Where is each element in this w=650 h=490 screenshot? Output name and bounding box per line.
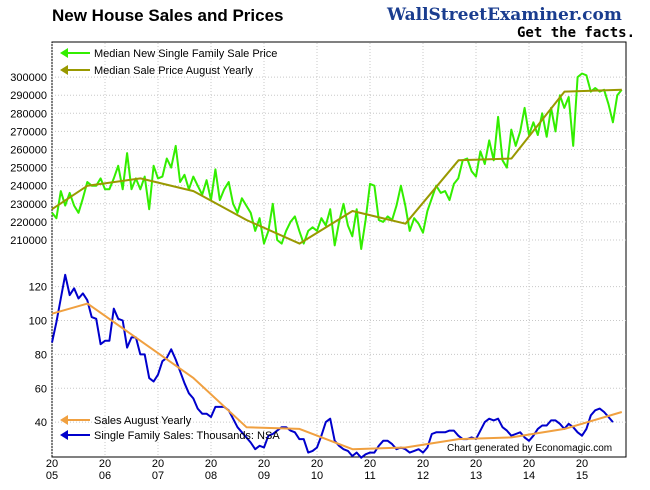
legend-arrow-icon	[60, 430, 68, 440]
y-tick-label: 270000	[10, 126, 47, 138]
legend-label: Sales August Yearly	[94, 415, 192, 427]
legend-label: Median New Single Family Sale Price	[94, 48, 277, 60]
x-tick-label-top: 20	[470, 458, 482, 470]
y-tick-label: 120	[29, 282, 47, 294]
x-tick-label-bottom: 07	[152, 470, 164, 482]
y-tick-label: 220000	[10, 217, 47, 229]
y-tick-label: 280000	[10, 108, 47, 120]
y-tick-label: 230000	[10, 199, 47, 211]
y-tick-label: 40	[35, 417, 47, 429]
x-tick-label-bottom: 14	[523, 470, 535, 482]
brand-logo: WallStreetExaminer.com	[386, 5, 622, 25]
series-line	[51, 273, 614, 459]
y-tick-label: 260000	[10, 144, 47, 156]
y-tick-label: 300000	[10, 72, 47, 84]
series-line	[51, 72, 623, 250]
x-tick-label-top: 20	[311, 458, 323, 470]
x-tick-label-bottom: 05	[46, 470, 58, 482]
y-tick-label: 60	[35, 383, 47, 395]
credit-text: Chart generated by Economagic.com	[447, 443, 612, 454]
legend-label: Median Sale Price August Yearly	[94, 65, 253, 77]
legend-label: Single Family Sales: Thousands: NSA	[94, 430, 280, 442]
x-tick-label-bottom: 12	[417, 470, 429, 482]
y-tick-label: 210000	[10, 235, 47, 247]
x-tick-label-top: 20	[99, 458, 111, 470]
x-tick-label-bottom: 06	[99, 470, 111, 482]
x-tick-label-top: 20	[258, 458, 270, 470]
plot-area	[51, 41, 627, 458]
x-tick-label-top: 20	[152, 458, 164, 470]
x-tick-label-bottom: 11	[364, 470, 375, 482]
series-line	[51, 88, 622, 245]
y-tick-label: 240000	[10, 181, 47, 193]
x-tick-label-top: 20	[576, 458, 588, 470]
x-tick-label-bottom: 10	[311, 470, 323, 482]
legends: Median New Single Family Sale Price Media…	[60, 48, 280, 442]
y-tick-label: 290000	[10, 90, 47, 102]
x-tick-label-top: 20	[364, 458, 376, 470]
y-tick-label: 250000	[10, 163, 47, 175]
x-tick-label-bottom: 08	[205, 470, 217, 482]
x-tick-label-bottom: 15	[576, 470, 588, 482]
x-tick-label-top: 20	[417, 458, 429, 470]
x-tick-label-bottom: 09	[258, 470, 270, 482]
brand-tagline: Get the facts.	[517, 25, 635, 41]
legend-arrow-icon	[60, 65, 68, 75]
series-lines	[51, 72, 623, 459]
x-tick-label-top: 20	[46, 458, 58, 470]
x-tick-label-top: 20	[205, 458, 217, 470]
chart-title: New House Sales and Prices	[52, 6, 284, 25]
y-tick-label: 80	[35, 349, 47, 361]
y-tick-labels: 210000 220000 230000 240000 250000 260000 2700…	[10, 72, 47, 429]
legend-arrow-icon	[60, 415, 68, 425]
y-tick-label: 100	[29, 316, 47, 328]
x-tick-label-top: 20	[523, 458, 535, 470]
x-tick-label-bottom: 13	[470, 470, 482, 482]
x-tick-labels: 2005200620072008200920102011201220132014…	[46, 458, 588, 482]
legend-arrow-icon	[60, 48, 68, 58]
series-line	[51, 302, 623, 451]
